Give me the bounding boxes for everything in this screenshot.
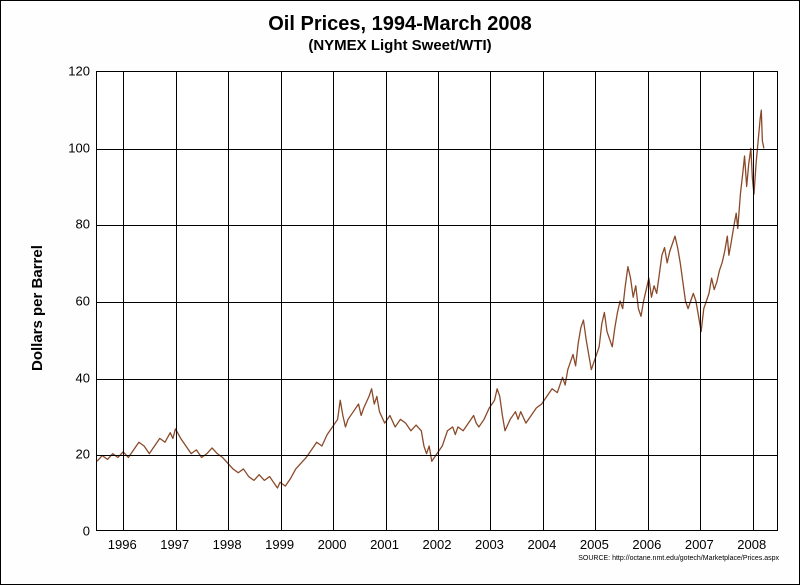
price-line [97,110,764,488]
gridline-vertical [753,72,754,530]
x-tick-label: 2002 [423,537,452,552]
gridline-horizontal [97,455,777,456]
plot-area [96,71,778,531]
chart-frame: Oil Prices, 1994-March 2008 (NYMEX Light… [0,0,800,585]
source-text: SOURCE: http://octane.nmt.edu/gotech/Mar… [578,555,779,562]
gridline-vertical [438,72,439,530]
line-series [97,72,777,530]
x-tick-label: 2005 [580,537,609,552]
x-tick-label: 2008 [737,537,766,552]
x-tick-label: 1997 [160,537,189,552]
y-tick-label: 100 [60,140,90,155]
gridline-vertical [386,72,387,530]
x-tick-label: 2001 [370,537,399,552]
gridline-vertical [333,72,334,530]
x-tick-label: 2006 [632,537,661,552]
gridline-horizontal [97,302,777,303]
x-tick-label: 1999 [265,537,294,552]
x-tick-label: 2007 [685,537,714,552]
x-tick-label: 1998 [213,537,242,552]
gridline-vertical [228,72,229,530]
y-tick-label: 0 [60,524,90,539]
gridline-horizontal [97,225,777,226]
y-tick-label: 20 [60,447,90,462]
x-tick-label: 2004 [527,537,556,552]
gridline-horizontal [97,149,777,150]
chart-title: Oil Prices, 1994-March 2008 [1,13,799,36]
gridline-vertical [176,72,177,530]
y-tick-label: 120 [60,64,90,79]
gridline-vertical [595,72,596,530]
gridline-vertical [490,72,491,530]
y-axis-label: Dollars per Barrel [29,245,46,371]
chart-subtitle: (NYMEX Light Sweet/WTI) [1,37,799,54]
gridline-vertical [700,72,701,530]
x-tick-label: 2000 [318,537,347,552]
y-tick-label: 80 [60,217,90,232]
gridline-vertical [543,72,544,530]
gridline-vertical [648,72,649,530]
y-tick-label: 40 [60,370,90,385]
gridline-vertical [123,72,124,530]
y-tick-label: 60 [60,294,90,309]
gridline-vertical [281,72,282,530]
x-tick-label: 1996 [108,537,137,552]
gridline-horizontal [97,379,777,380]
x-tick-label: 2003 [475,537,504,552]
